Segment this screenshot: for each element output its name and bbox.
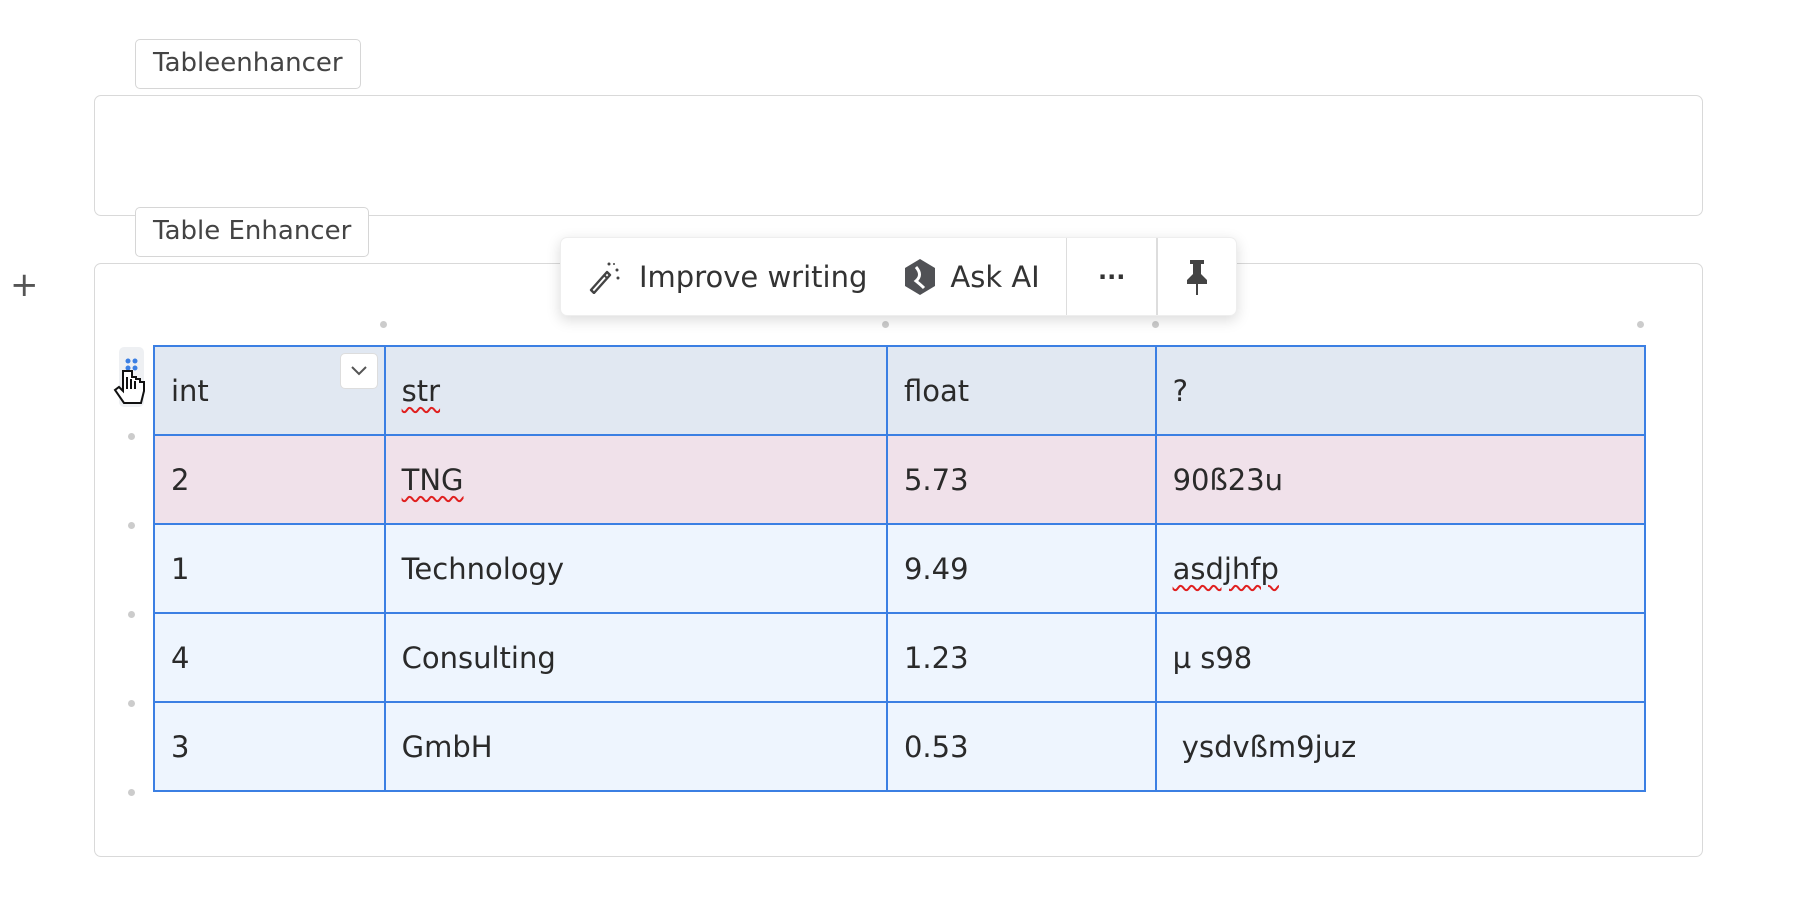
table-cell[interactable]: 9.49 (885, 523, 1157, 614)
table-cell[interactable]: 1.23 (885, 612, 1157, 703)
block-container[interactable] (94, 95, 1703, 216)
column-handle-dot[interactable] (1152, 321, 1159, 328)
ai-toolbar: Improve writing Ask AI ··· (560, 237, 1237, 316)
table-cell[interactable]: Technology (383, 523, 888, 614)
table-cell[interactable]: 3 (153, 701, 386, 792)
improve-writing-label: Improve writing (639, 259, 868, 294)
header-cell[interactable]: int (153, 345, 386, 436)
header-cell[interactable]: ? (1154, 345, 1647, 436)
table-cell[interactable]: Consulting (383, 612, 888, 703)
divider (1156, 238, 1158, 315)
pin-button[interactable] (1158, 238, 1236, 315)
table-row: 1 Technology 9.49 asdjhfp (153, 523, 1647, 614)
column-menu-button[interactable] (339, 353, 378, 389)
header-label: str (401, 373, 441, 408)
table-cell[interactable]: GmbH (383, 701, 888, 792)
table-row: 2 TNG 5.73 90ß23u (153, 434, 1647, 525)
row-handle-dot[interactable] (128, 611, 135, 618)
row-handle-dot[interactable] (128, 789, 135, 796)
hand-cursor-icon (113, 370, 145, 404)
table-cell[interactable]: 2 (153, 434, 386, 525)
drag-dots-icon (125, 358, 138, 371)
data-table: int str float ? 2 TNG 5.73 90ß23u 1 Tech… (153, 345, 1647, 792)
table-cell[interactable]: 5.73 (885, 434, 1157, 525)
cell-text: TNG (401, 462, 464, 497)
column-handle-dot[interactable] (380, 321, 387, 328)
table-cell[interactable]: asdjhfp (1154, 523, 1647, 614)
ask-ai-label: Ask AI (950, 259, 1040, 294)
more-icon: ··· (1098, 262, 1126, 291)
column-handle-dot[interactable] (882, 321, 889, 328)
magic-wand-icon (589, 262, 620, 294)
improve-writing-button[interactable]: Improve writing (561, 238, 867, 315)
block-label[interactable]: Tableenhancer (135, 39, 361, 89)
table-row: 4 Consulting 1.23 µ s98 (153, 612, 1647, 703)
block-label[interactable]: Table Enhancer (135, 207, 370, 257)
pin-icon (1186, 259, 1207, 295)
table-cell[interactable]: 4 (153, 612, 386, 703)
divider (1065, 238, 1068, 315)
chevron-down-icon (350, 366, 367, 376)
table-cell[interactable]: TNG (383, 434, 888, 525)
row-handle-dot[interactable] (128, 433, 135, 440)
header-label: float (903, 373, 970, 408)
table-cell[interactable]: 0.53 (885, 701, 1157, 792)
table-header-row: int str float ? (153, 345, 1647, 436)
cell-text: asdjhfp (1172, 551, 1279, 586)
row-handle-dot[interactable] (128, 522, 135, 529)
ai-logo-icon (905, 258, 936, 295)
row-drag-handle[interactable] (113, 347, 145, 407)
row-handle-dot[interactable] (128, 700, 135, 707)
column-handle-dot[interactable] (1637, 321, 1644, 328)
header-cell[interactable]: str (383, 345, 888, 436)
table-row: 3 GmbH 0.53 ysdvßm9juz (153, 701, 1647, 792)
more-options-button[interactable]: ··· (1067, 238, 1156, 315)
header-label: int (171, 373, 209, 408)
header-label: ? (1172, 373, 1188, 408)
ask-ai-button[interactable]: Ask AI (867, 238, 1065, 315)
header-cell[interactable]: float (885, 345, 1157, 436)
table-cell[interactable]: ysdvßm9juz (1154, 701, 1647, 792)
table-cell[interactable]: µ s98 (1154, 612, 1647, 703)
table-cell[interactable]: 90ß23u (1154, 434, 1647, 525)
table-cell[interactable]: 1 (153, 523, 386, 614)
add-block-plus-icon[interactable]: + (10, 265, 39, 305)
